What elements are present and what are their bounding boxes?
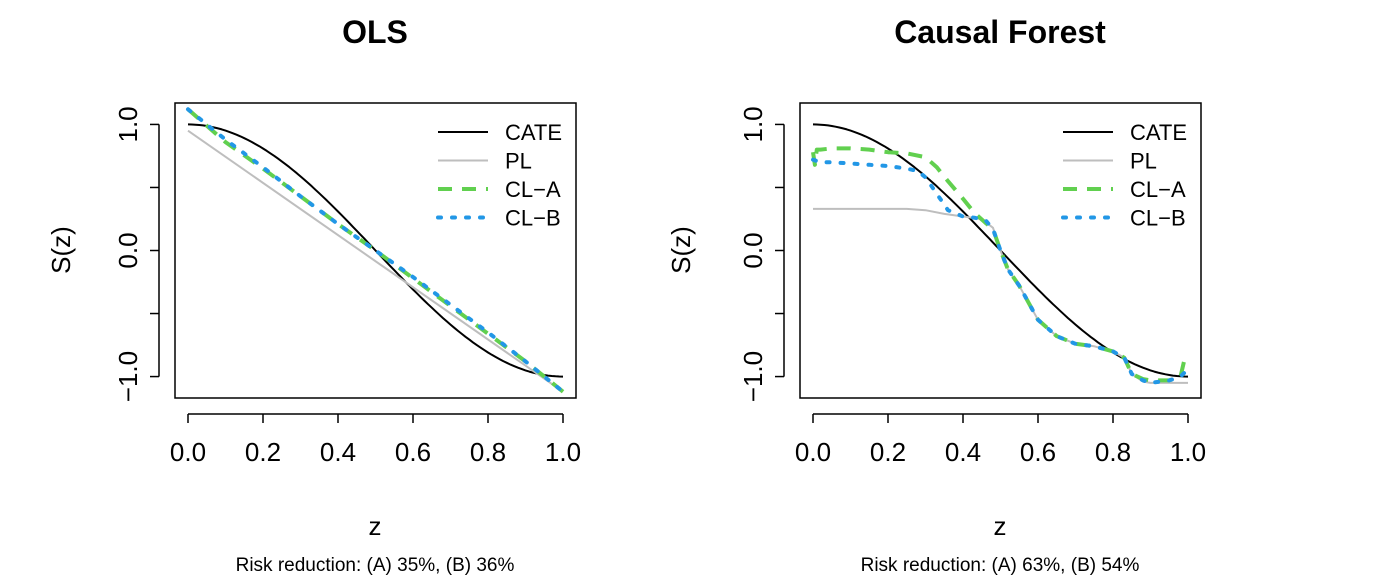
chart-title: OLS (342, 14, 408, 50)
x-tick-label: 0.6 (1020, 437, 1056, 467)
x-axis-label: z (369, 511, 382, 541)
y-axis-label: S(z) (666, 226, 696, 274)
x-tick-label: 0.0 (795, 437, 831, 467)
x-tick-label: 0.8 (470, 437, 506, 467)
chart-title: Causal Forest (894, 14, 1106, 50)
legend-label-cl-a: CL−A (1130, 177, 1186, 202)
legend-label-cate: CATE (505, 120, 562, 145)
x-tick-label: 1.0 (545, 437, 581, 467)
legend-label-cate: CATE (1130, 120, 1187, 145)
x-tick-label: 0.4 (320, 437, 356, 467)
chart-panel-ols: OLS z S(z) Risk reduction: (A) 35%, (B) … (46, 14, 581, 576)
legend-label-pl: PL (505, 149, 532, 174)
x-tick-label: 0.0 (170, 437, 206, 467)
y-tick-label: −1.0 (738, 351, 768, 402)
risk-reduction-caption: Risk reduction: (A) 63%, (B) 54% (861, 555, 1140, 576)
legend-label-pl: PL (1130, 149, 1157, 174)
legend-label-cl-b: CL−B (505, 206, 561, 231)
chart-panel-causal-forest: Causal Forest z S(z) Risk reduction: (A)… (666, 14, 1206, 576)
risk-reduction-caption: Risk reduction: (A) 35%, (B) 36% (236, 555, 515, 576)
y-axis-label: S(z) (46, 226, 76, 274)
y-tick-label: 1.0 (113, 106, 143, 142)
x-tick-label: 0.8 (1095, 437, 1131, 467)
series-line-pl (813, 209, 1188, 383)
y-tick-label: −1.0 (113, 351, 143, 402)
legend-label-cl-b: CL−B (1130, 206, 1186, 231)
x-tick-label: 0.2 (245, 437, 281, 467)
legend-label-cl-a: CL−A (505, 177, 561, 202)
x-tick-label: 1.0 (1170, 437, 1206, 467)
y-tick-label: 1.0 (738, 106, 768, 142)
x-tick-label: 0.6 (395, 437, 431, 467)
x-axis-label: z (994, 511, 1007, 541)
x-tick-label: 0.2 (870, 437, 906, 467)
x-tick-label: 0.4 (945, 437, 981, 467)
y-tick-label: 0.0 (738, 232, 768, 268)
y-tick-label: 0.0 (113, 232, 143, 268)
